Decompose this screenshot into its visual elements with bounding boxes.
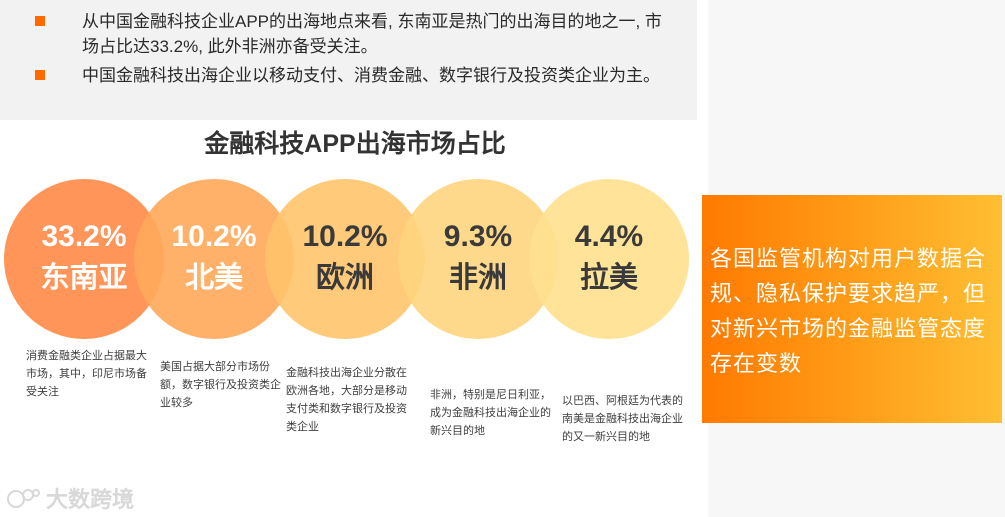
- bubble-category-label: 非洲: [449, 261, 507, 294]
- bubble-category-label: 欧洲: [316, 261, 374, 294]
- watermark-logo-icon: [7, 489, 40, 508]
- bubble-category-label: 拉美: [580, 260, 638, 294]
- bubble-value-label: 9.3%: [444, 220, 512, 253]
- bubble-value-label: 10.2%: [171, 220, 256, 253]
- market-bubble: [4, 179, 164, 339]
- summary-panel: [0, 0, 697, 120]
- callout-text: 各国监管机构对用户数据合规、隐私保护要求趋严，但对新兴市场的金融监管态度存在变数: [710, 246, 987, 376]
- market-description: 以巴西、阿根廷为代表的南美是金融科技出海企业的又一新兴目的地: [562, 395, 683, 443]
- market-bubble: [134, 179, 294, 339]
- market-bubble: [529, 179, 689, 339]
- bubble-value-label: 10.2%: [302, 220, 387, 253]
- watermark: 大数跨境: [6, 482, 134, 514]
- regulation-callout: 各国监管机构对用户数据合规、隐私保护要求趋严，但对新兴市场的金融监管态度存在变数: [702, 195, 1002, 423]
- chart-title: 金融科技APP出海市场占比: [204, 130, 506, 158]
- bullet-square-icon: [35, 16, 45, 26]
- bullet-text: 中国金融科技出海企业以移动支付、消费金融、数字银行及投资类企业为主。: [82, 66, 660, 85]
- market-description: 消费金融类企业占据最大市场，其中，印尼市场备受关注: [26, 350, 147, 398]
- market-description: 金融科技出海企业分散在欧洲各地，大部分是移动支付类和数字银行及投资类企业: [286, 367, 407, 433]
- bullet-item: 从中国金融科技企业APP的出海地点来看, 东南亚是热门的出海目的地之一, 市场占…: [35, 9, 662, 59]
- bullet-square-icon: [35, 70, 45, 80]
- bubble-value-label: 4.4%: [575, 220, 643, 253]
- market-description: 美国占据大部分市场份额，数字银行及投资类企业较多: [160, 361, 281, 409]
- bubble-value-label: 33.2%: [41, 220, 126, 253]
- bubble-category-label: 东南亚: [40, 260, 127, 294]
- market-bubble: [265, 179, 425, 339]
- market-description: 非洲，特别是尼日利亚，成为金融科技出海企业的新兴目的地: [430, 389, 551, 437]
- watermark-text: 大数跨境: [46, 487, 135, 512]
- bullet-item: 中国金融科技出海企业以移动支付、消费金融、数字银行及投资类企业为主。: [35, 63, 662, 88]
- bullet-text: 从中国金融科技企业APP的出海地点来看, 东南亚是热门的出海目的地之一, 市场占…: [82, 12, 662, 56]
- market-share-bubbles: 33.2% 东南亚 10.2% 北美 10.2% 欧洲 9.3% 非洲 4.4% 拉美: [4, 179, 689, 339]
- market-bubble: [398, 179, 558, 339]
- bubble-category-label: 北美: [185, 261, 243, 294]
